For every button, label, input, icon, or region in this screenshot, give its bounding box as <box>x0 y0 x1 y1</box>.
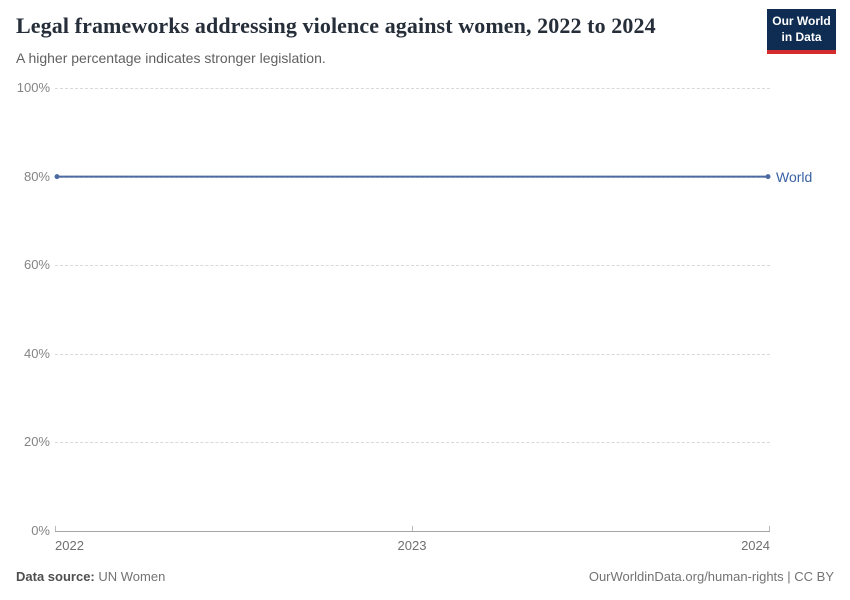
x-tick-2023 <box>412 526 413 531</box>
y-tick-label-100: 100% <box>16 80 50 95</box>
gridline-100 <box>55 88 770 89</box>
data-source-value: UN Women <box>94 569 166 584</box>
x-tick-2022 <box>55 526 56 531</box>
x-tick-2024 <box>769 526 770 531</box>
attribution-link[interactable]: OurWorldinData.org/human-rights | CC BY <box>588 569 834 584</box>
data-source-label: Data source: <box>16 569 95 584</box>
x-tick-label-2022: 2022 <box>55 538 84 553</box>
gridline-60 <box>55 265 770 266</box>
series-label-world[interactable]: World <box>776 168 813 185</box>
y-tick-label-60: 60% <box>23 257 50 272</box>
world-line-start-dot <box>54 174 60 180</box>
owid-logo[interactable]: Our World in Data <box>767 9 836 54</box>
plot-area <box>54 174 771 180</box>
gridline-20 <box>55 442 770 443</box>
data-source-note: Data source: UN Women <box>16 569 165 584</box>
chart-title: Legal frameworks addressing violence aga… <box>16 13 656 38</box>
x-tick-label-2023: 2023 <box>397 538 427 553</box>
x-axis-line <box>55 531 770 532</box>
chart-subtitle: A higher percentage indicates stronger l… <box>16 50 326 66</box>
y-tick-label-0: 0% <box>31 523 50 538</box>
y-tick-label-20: 20% <box>23 434 50 449</box>
owid-logo-line2: in Data <box>781 29 822 44</box>
world-line-end-dot <box>765 174 771 180</box>
owid-logo-line1: Our World <box>772 14 831 28</box>
y-tick-label-40: 40% <box>23 346 50 361</box>
y-tick-label-80: 80% <box>23 169 50 184</box>
x-tick-label-2024: 2024 <box>741 538 770 553</box>
gridline-40 <box>55 354 770 355</box>
